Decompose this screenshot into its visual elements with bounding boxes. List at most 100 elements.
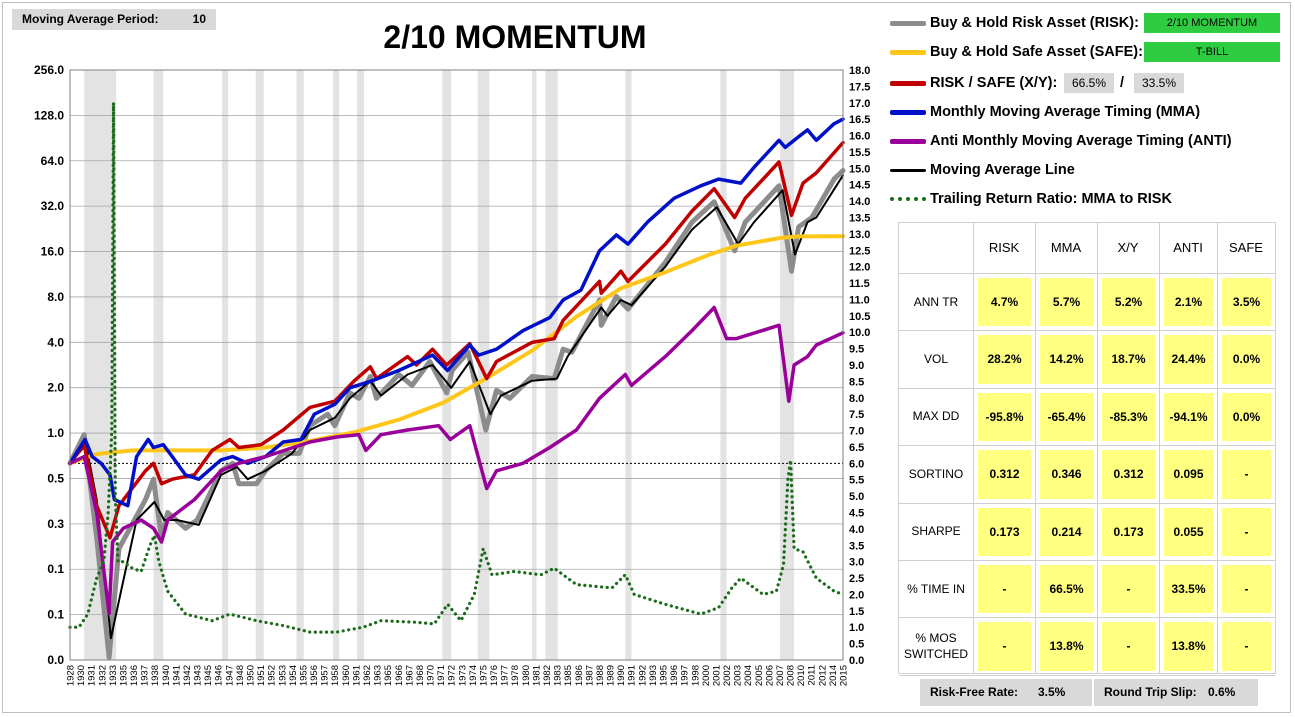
table-row-divider-5 xyxy=(899,560,1275,561)
x-tick-label: 1950 xyxy=(246,665,257,686)
table-cell: - xyxy=(1102,622,1155,671)
table-header-safe: SAFE xyxy=(1229,240,1263,255)
y-left-tick-label: 0.3 xyxy=(47,517,64,531)
risk-asset-tag: 2/10 MOMENTUM xyxy=(1144,13,1280,33)
x-tick-label: 1936 xyxy=(129,665,140,686)
moving-average-period-box: Moving Average Period: 10 xyxy=(12,9,216,30)
x-tick-label: 1947 xyxy=(224,665,235,686)
x-tick-label: 1987 xyxy=(584,665,595,686)
x-tick-label: 1945 xyxy=(203,665,214,686)
legend-label-risk: Buy & Hold Risk Asset (RISK): xyxy=(930,15,1139,31)
table-cell: 13.8% xyxy=(1164,622,1213,671)
table-row-label: ANN TR xyxy=(913,294,959,309)
table-cell: -85.3% xyxy=(1102,392,1155,442)
y-right-tick-label: 4.0 xyxy=(849,524,864,536)
x-tick-label: 2010 xyxy=(796,665,807,686)
recession-band-10 xyxy=(545,70,558,660)
legend-label-mma: Monthly Moving Average Timing (MMA) xyxy=(930,104,1201,120)
y-right-tick-label: 7.0 xyxy=(849,426,864,438)
x-tick-label: 1981 xyxy=(531,665,542,686)
y-right-tick-label: 1.5 xyxy=(849,606,864,618)
y-right-tick-label: 16.0 xyxy=(849,131,870,143)
y-left-tick-label: 0.1 xyxy=(47,562,64,576)
x-tick-label: 2002 xyxy=(722,665,733,686)
y-left-tick-label: 128.0 xyxy=(34,108,64,122)
recession-band-8 xyxy=(477,70,490,660)
x-tick-label: 1955 xyxy=(298,665,309,686)
plot-border xyxy=(69,69,844,661)
legend-swatch-safe xyxy=(890,50,926,55)
x-tick-label: 2008 xyxy=(786,665,797,686)
table-cell: - xyxy=(1222,622,1271,671)
x-tick-label: 1977 xyxy=(500,665,511,686)
moving-average-period-value: 10 xyxy=(192,12,206,26)
x-tick-label: 1937 xyxy=(140,665,151,686)
x-tick-label: 2001 xyxy=(711,665,722,686)
x-tick-label: 1933 xyxy=(108,665,119,686)
x-tick-label: 2015 xyxy=(839,665,850,686)
x-tick-label: 2000 xyxy=(701,665,712,686)
y-right-tick-label: 15.5 xyxy=(849,147,870,159)
table-row-divider-4 xyxy=(899,502,1275,504)
table-cell: 5.7% xyxy=(1040,278,1093,327)
y-right-tick-label: 5.0 xyxy=(849,491,864,503)
y-right-tick-label: 11.0 xyxy=(849,294,870,306)
recession-band-1 xyxy=(153,70,164,660)
x-tick-label: 1956 xyxy=(309,665,320,686)
table-cell: 0.214 xyxy=(1040,507,1093,556)
x-tick-label: 1986 xyxy=(574,665,585,686)
table-cell: -65.4% xyxy=(1040,392,1093,442)
legend-label-anti: Anti Monthly Moving Average Timing (ANTI… xyxy=(930,133,1232,149)
y-right-tick-label: 7.5 xyxy=(849,409,864,421)
table-col-divider-4 xyxy=(1217,223,1218,673)
legend-label-ma-line: Moving Average Line xyxy=(930,162,1075,178)
x-tick-label: 1931 xyxy=(87,665,98,686)
x-tick-label: 1963 xyxy=(373,665,384,686)
x-tick-label: 1930 xyxy=(76,665,87,686)
x-tick-label: 1968 xyxy=(415,665,426,686)
table-cell: -95.8% xyxy=(978,392,1031,442)
x-tick-label: 1971 xyxy=(436,665,447,686)
y-right-tick-label: 5.5 xyxy=(849,475,864,487)
x-tick-label: 1988 xyxy=(595,665,606,686)
table-cell: 0.095 xyxy=(1164,450,1213,499)
y-right-tick-label: 15.0 xyxy=(849,163,870,175)
table-cell: -94.1% xyxy=(1164,392,1213,442)
y-left-tick-label: 0.5 xyxy=(47,471,64,485)
table-row-divider-7 xyxy=(899,674,1275,676)
table-row-divider-1 xyxy=(899,330,1275,332)
table-row-label: SHARPE xyxy=(911,524,961,539)
table-cell: 0.312 xyxy=(978,450,1031,499)
table-row-label: VOL xyxy=(923,352,948,367)
x-tick-label: 1991 xyxy=(627,665,638,686)
series-line-ratio xyxy=(68,101,845,634)
series-line-mma xyxy=(68,117,845,508)
series-line-anti xyxy=(68,305,845,616)
table-header-xy: X/Y xyxy=(1117,240,1139,255)
x-tick-label: 1996 xyxy=(669,665,680,686)
x-tick-label: 1978 xyxy=(510,665,521,686)
x-tick-label: 2005 xyxy=(754,665,765,686)
table-header-anti: ANTI xyxy=(1173,240,1203,255)
y-right-tick-label: 10.5 xyxy=(849,311,870,323)
table-cell: 14.2% xyxy=(1040,335,1093,384)
table-cell: 66.5% xyxy=(1040,565,1093,614)
x-tick-label: 2007 xyxy=(775,665,786,686)
y-left-tick-label: 0.1 xyxy=(47,608,64,622)
x-tick-label: 1957 xyxy=(320,665,331,686)
y-right-tick-label: 13.0 xyxy=(849,229,870,241)
y-left-tick-label: 2.0 xyxy=(47,381,64,395)
legend-label-ratio: Trailing Return Ratio: MMA to RISK xyxy=(930,191,1172,207)
y-right-tick-label: 17.5 xyxy=(849,81,870,93)
x-tick-label: 1972 xyxy=(447,665,458,686)
x-tick-label: 1952 xyxy=(267,665,278,686)
y-right-tick-label: 9.0 xyxy=(849,360,864,372)
table-row-label: SORTINO xyxy=(908,466,964,481)
y-left-tick-label: 256.0 xyxy=(34,63,64,77)
table-row-divider-0 xyxy=(899,273,1275,274)
table-cell: - xyxy=(1222,565,1271,614)
table-cell: 33.5% xyxy=(1164,565,1213,614)
y-right-tick-label: 6.0 xyxy=(849,458,864,470)
recession-band-4 xyxy=(296,70,304,660)
